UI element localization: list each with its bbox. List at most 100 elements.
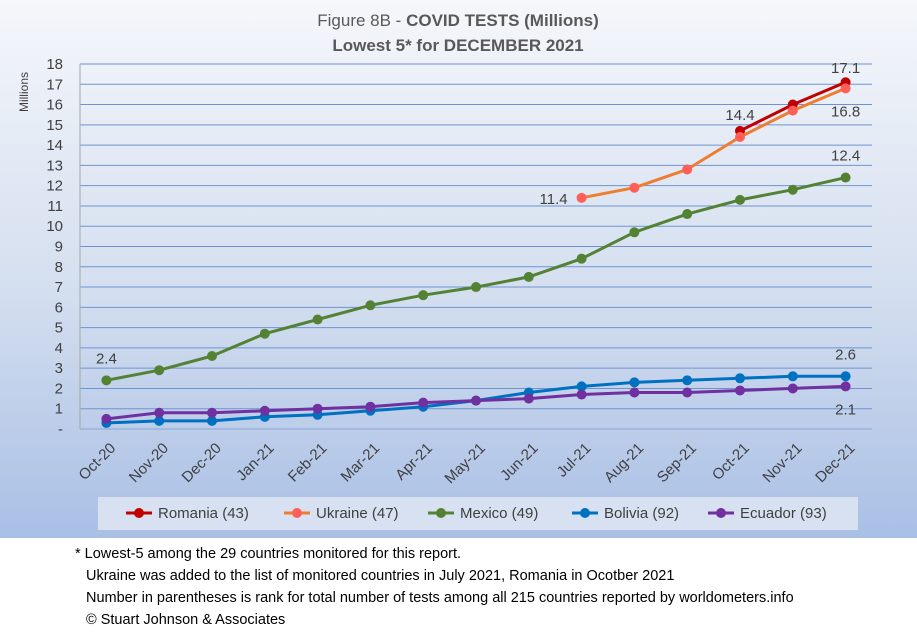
data-point-mexico: [154, 365, 165, 376]
data-label: 12.4: [831, 148, 860, 165]
legend-label: Bolivia (92): [604, 505, 679, 522]
chart-title: Figure 8B - COVID TESTS (Millions): [317, 11, 599, 30]
legend-label: Mexico (49): [460, 505, 538, 522]
legend: Romania (43) Ukraine (47) Mexico (49) Boliv…: [98, 497, 858, 530]
data-point-bolivia: [735, 373, 745, 384]
y-tick-label: 10: [46, 218, 63, 235]
data-point-ukraine: [576, 192, 587, 203]
legend-marker-swatch: [436, 508, 446, 518]
y-tick-label: 3: [55, 360, 63, 377]
y-tick-label: 2: [55, 380, 63, 397]
legend-label: Romania (43): [158, 505, 249, 522]
data-point-bolivia: [682, 375, 693, 386]
legend-marker-swatch: [292, 508, 302, 518]
y-tick-label: 1: [55, 401, 63, 418]
data-point-ecuador: [523, 393, 534, 404]
data-point-mexico: [471, 282, 481, 293]
data-point-bolivia: [576, 381, 587, 392]
data-point-mexico: [787, 184, 798, 195]
data-label: 16.8: [831, 103, 860, 120]
data-point-bolivia: [629, 377, 640, 388]
y-tick-label: 5: [55, 320, 63, 337]
series-layer: [101, 77, 851, 428]
y-tick-label: 17: [46, 76, 63, 93]
data-point-bolivia: [787, 371, 798, 382]
footnotes: * Lowest-5 among the 29 countries monito…: [0, 543, 917, 631]
data-point-ecuador: [312, 403, 323, 414]
data-label: 11.4: [540, 191, 568, 208]
series-line-ukraine: [580, 86, 848, 200]
data-point-ecuador: [207, 407, 217, 418]
data-point-ecuador: [365, 401, 376, 412]
data-point-ukraine: [682, 164, 693, 175]
y-tick-label: 7: [55, 279, 63, 296]
data-point-mexico: [101, 375, 112, 386]
legend-item-mexico: Mexico (49): [428, 505, 538, 522]
y-tick-label: 12: [46, 178, 63, 195]
data-label: 17.1: [831, 60, 860, 77]
data-point-ukraine: [840, 83, 851, 94]
line-chart: Figure 8B - COVID TESTS (Millions) Lowes…: [0, 0, 917, 538]
legend-marker-swatch: [716, 508, 726, 518]
y-tick-label: 9: [55, 239, 63, 256]
y-tick-label: 13: [46, 157, 63, 174]
gridlines: [79, 63, 872, 430]
data-point-ecuador: [576, 389, 587, 400]
data-point-bolivia: [207, 415, 217, 426]
y-tick-label: 11: [47, 198, 63, 215]
y-tick-label: -: [58, 421, 63, 438]
data-point-mexico: [259, 328, 270, 339]
legend-marker-swatch: [580, 508, 590, 518]
series-ecuador: [101, 381, 851, 424]
chart-background: [0, 0, 917, 538]
series-mexico: [101, 172, 851, 386]
y-tick-label: 8: [55, 259, 63, 276]
legend-label: Ecuador (93): [740, 505, 827, 522]
legend-item-ecuador: Ecuador (93): [708, 505, 827, 522]
data-point-ecuador: [471, 395, 481, 406]
chart-subtitle: Lowest 5* for DECEMBER 2021: [332, 36, 583, 55]
legend-item-romania: Romania (43): [126, 505, 249, 522]
data-label: 2.1: [835, 401, 856, 418]
legend-item-bolivia: Bolivia (92): [572, 505, 679, 522]
y-tick-label: 4: [55, 340, 63, 357]
series-ukraine: [576, 83, 851, 203]
data-point-ukraine: [787, 105, 798, 116]
data-point-mexico: [365, 300, 376, 311]
chart-title-prefix: Figure 8B -: [317, 11, 401, 30]
data-label: 2.6: [835, 346, 856, 363]
legend-label: Ukraine (47): [316, 505, 399, 522]
data-point-bolivia: [840, 371, 851, 382]
data-label: 14.4: [725, 107, 754, 124]
data-point-ecuador: [682, 387, 693, 398]
data-point-mexico: [207, 351, 217, 361]
y-tick-label: 14: [46, 137, 63, 154]
data-point-mexico: [418, 290, 429, 301]
data-point-mexico: [523, 271, 534, 282]
y-tick-label: 15: [46, 117, 63, 134]
data-labels: 2.4 11.4 14.4 17.1 16.8 12.4 2.6 2.1: [96, 60, 860, 418]
footnote: © Stuart Johnson & Associates: [86, 612, 286, 628]
data-point-mexico: [312, 314, 323, 325]
data-point-ecuador: [629, 387, 640, 398]
footnote: * Lowest-5 among the 29 countries monito…: [75, 546, 462, 562]
data-point-ecuador: [418, 397, 429, 408]
y-tick-label: 18: [46, 56, 63, 73]
data-point-mexico: [735, 194, 745, 205]
chart-area: Figure 8B - COVID TESTS (Millions) Lowes…: [0, 0, 917, 538]
legend-item-ukraine: Ukraine (47): [284, 505, 399, 522]
data-point-ecuador: [840, 381, 851, 392]
data-point-ukraine: [735, 132, 745, 142]
y-tick-label: 16: [46, 97, 63, 114]
data-point-ecuador: [787, 383, 798, 394]
legend-marker-swatch: [134, 508, 144, 518]
data-point-ukraine: [629, 182, 640, 193]
chart-title-main: COVID TESTS (Millions): [406, 11, 599, 30]
data-point-mexico: [629, 227, 640, 238]
data-point-ecuador: [154, 407, 165, 418]
y-tick-label: 6: [55, 299, 63, 316]
data-point-mexico: [576, 253, 587, 264]
data-point-ecuador: [735, 385, 745, 396]
